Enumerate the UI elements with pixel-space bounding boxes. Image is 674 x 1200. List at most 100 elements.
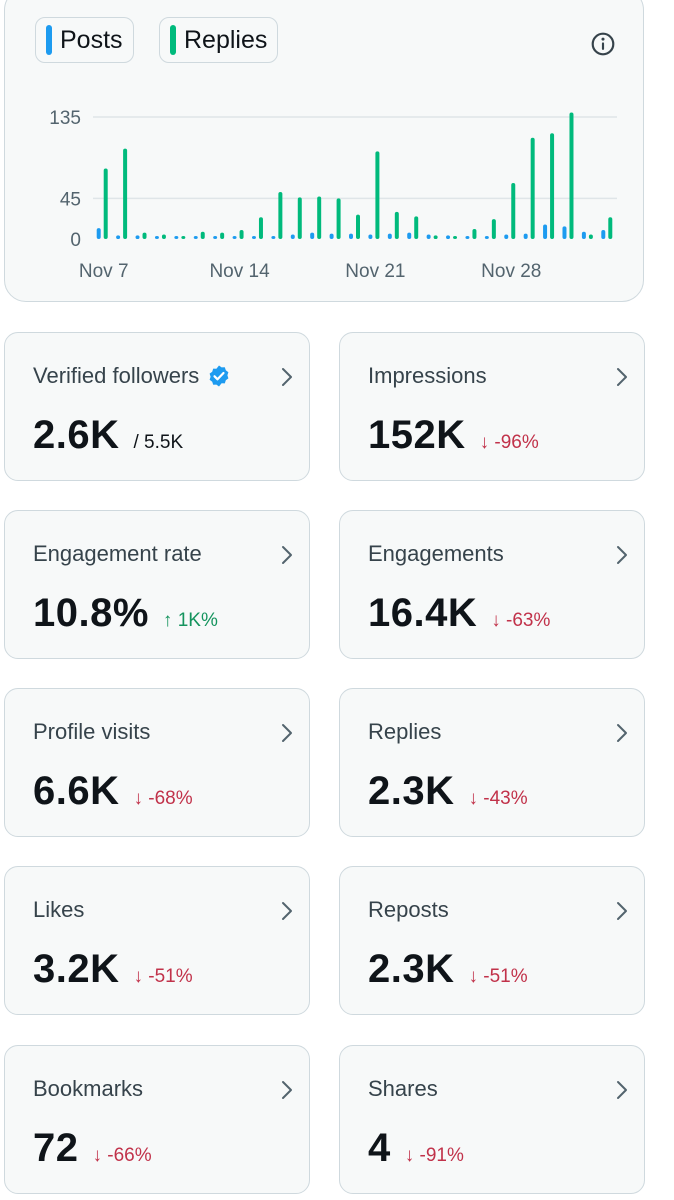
posts-bar[interactable] (135, 235, 140, 239)
replies-bar[interactable] (142, 232, 147, 239)
chart-card: 0 45 135 Nov 7 Nov 14 Nov 21 Nov 28 Posts Repl… (4, 0, 644, 302)
replies-bar[interactable] (297, 197, 302, 239)
posts-bar[interactable] (290, 234, 295, 239)
replies-bar[interactable] (550, 133, 555, 239)
posts-bar[interactable] (523, 233, 528, 239)
metric-value: 2.3K (368, 947, 455, 991)
chevron-right-icon (617, 368, 627, 386)
replies-bar[interactable] (414, 216, 419, 239)
posts-bar[interactable] (310, 232, 315, 239)
metric-label-text: Profile visits (33, 719, 151, 744)
replies-bar[interactable] (588, 234, 593, 239)
posts-bar[interactable] (232, 236, 237, 239)
replies-bar[interactable] (375, 151, 380, 239)
metric-label: Impressions (368, 363, 487, 389)
y-tick-label: 0 (70, 230, 81, 251)
metric-change: ↑ 1K% (162, 610, 218, 631)
replies-bar[interactable] (453, 236, 458, 239)
chevron-right-icon (617, 546, 627, 564)
metric-card-replies[interactable]: Replies 2.3K ↓ -43% (339, 688, 645, 837)
chevron-right-icon (282, 902, 292, 920)
metric-card-engagement-rate[interactable]: Engagement rate 10.8% ↑ 1K% (4, 510, 310, 659)
posts-bar[interactable] (387, 233, 392, 239)
legend-posts-label: Posts (60, 25, 123, 54)
posts-bar[interactable] (446, 235, 451, 239)
x-tick-label: Nov 14 (209, 261, 270, 282)
replies-bar[interactable] (530, 137, 535, 239)
metric-value: 72 (33, 1126, 79, 1170)
metric-change: ↓ -96% (479, 432, 539, 453)
legend-replies[interactable]: Replies (159, 17, 279, 63)
posts-bar[interactable] (213, 236, 218, 239)
metric-card-profile-visits[interactable]: Profile visits 6.6K ↓ -68% (4, 688, 310, 837)
legend-posts[interactable]: Posts (35, 17, 134, 63)
posts-bar[interactable] (407, 232, 412, 239)
metric-label: Bookmarks (33, 1076, 143, 1102)
replies-bar[interactable] (239, 229, 244, 239)
posts-bar[interactable] (368, 234, 373, 239)
posts-bar[interactable] (329, 233, 334, 239)
chevron-right-icon (617, 724, 627, 742)
metric-label-text: Engagement rate (33, 541, 202, 566)
metric-card-likes[interactable]: Likes 3.2K ↓ -51% (4, 866, 310, 1015)
metric-label-text: Shares (368, 1076, 438, 1101)
metric-change: ↓ -51% (133, 966, 193, 987)
metric-card-verified-followers[interactable]: Verified followers 2.6K / 5.5K (4, 332, 310, 481)
replies-bar[interactable] (161, 234, 166, 239)
metric-card-shares[interactable]: Shares 4 ↓ -91% (339, 1045, 645, 1194)
posts-bar[interactable] (426, 234, 431, 239)
replies-bar[interactable] (317, 196, 322, 239)
posts-bar[interactable] (504, 234, 509, 239)
posts-bar[interactable] (154, 236, 159, 239)
posts-bar[interactable] (465, 236, 470, 239)
replies-bar[interactable] (220, 232, 225, 239)
metric-value-row: 4 ↓ -91% (368, 1126, 464, 1171)
metric-label-text: Bookmarks (33, 1076, 144, 1101)
replies-bar[interactable] (491, 219, 496, 239)
metric-label-text: Reposts (368, 897, 449, 922)
metric-change: ↓ -63% (491, 610, 551, 631)
posts-bar[interactable] (271, 236, 276, 239)
metric-value: 4 (368, 1126, 391, 1170)
replies-bar[interactable] (336, 198, 341, 239)
posts-bar[interactable] (349, 233, 353, 239)
replies-bar[interactable] (258, 217, 263, 239)
metric-value-row: 6.6K ↓ -68% (33, 769, 193, 814)
metric-label-text: Engagements (368, 541, 504, 566)
posts-bar[interactable] (251, 236, 256, 239)
posts-bar[interactable] (562, 226, 567, 239)
replies-bar[interactable] (394, 211, 399, 239)
x-tick-label: Nov 21 (345, 261, 405, 282)
replies-bar[interactable] (608, 217, 613, 239)
replies-bar[interactable] (569, 112, 574, 239)
posts-bar[interactable] (581, 231, 586, 239)
posts-bar[interactable] (116, 235, 121, 239)
posts-bar[interactable] (601, 229, 606, 239)
replies-bar[interactable] (181, 236, 186, 239)
replies-bar[interactable] (103, 168, 108, 239)
posts-bar[interactable] (174, 236, 179, 239)
chevron-right-icon (282, 368, 292, 386)
replies-bar[interactable] (511, 182, 516, 239)
chevron-right-icon (282, 724, 292, 742)
metric-card-reposts[interactable]: Reposts 2.3K ↓ -51% (339, 866, 645, 1015)
metric-label-text: Replies (368, 719, 442, 744)
x-tick-label: Nov 28 (481, 261, 541, 282)
posts-bar[interactable] (484, 236, 489, 239)
info-icon[interactable] (590, 31, 616, 57)
metric-card-impressions[interactable]: Impressions 152K ↓ -96% (339, 332, 645, 481)
posts-bar[interactable] (193, 236, 198, 239)
replies-bar[interactable] (356, 214, 360, 239)
posts-bar[interactable] (96, 228, 101, 239)
metric-value: 2.3K (368, 769, 455, 813)
metric-change: ↓ -68% (133, 788, 193, 809)
replies-bar[interactable] (278, 192, 283, 239)
replies-bar[interactable] (433, 235, 438, 239)
replies-bar[interactable] (200, 231, 205, 239)
metric-card-bookmarks[interactable]: Bookmarks 72 ↓ -66% (4, 1045, 310, 1194)
replies-bar[interactable] (123, 148, 128, 239)
metric-change: ↓ -66% (92, 1145, 152, 1166)
replies-bar[interactable] (472, 229, 477, 239)
posts-bar[interactable] (543, 224, 548, 239)
metric-card-engagements[interactable]: Engagements 16.4K ↓ -63% (339, 510, 645, 659)
